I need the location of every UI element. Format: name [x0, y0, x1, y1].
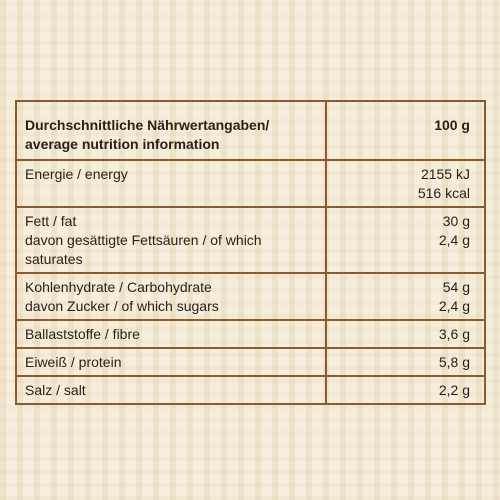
value-cell: 30 g 2,4 g [325, 206, 486, 274]
row-value: 2,4 g [438, 298, 470, 314]
value-cell: 54 g 2,4 g [325, 272, 486, 321]
table-row: Ballaststoffe / fibre 3,6 g [15, 319, 486, 349]
nutrition-table: Durchschnittliche Nährwertangaben/averag… [15, 100, 486, 405]
label-cell: Durchschnittliche Nährwertangaben/averag… [15, 100, 327, 161]
table-row: Kohlenhydrate / Carbohydrate davon Zucker… [15, 272, 486, 321]
label-cell: Energie / energy [15, 159, 327, 208]
label-cell: Ballaststoffe / fibre [15, 319, 327, 349]
row-value: 2,4 g [438, 232, 470, 248]
table-row: Energie / energy 2155 kJ 516 kcal [15, 159, 486, 208]
value-cell: 100 g [325, 100, 486, 161]
row-value: 2,2 g [438, 382, 470, 398]
table-row: Durchschnittliche Nährwertangaben/averag… [15, 100, 486, 161]
row-label: Durchschnittliche Nährwertangaben/ [25, 117, 270, 133]
label-cell: Salz / salt [15, 375, 327, 405]
value-cell: 2155 kJ 516 kcal [325, 159, 486, 208]
row-value: 5,8 g [438, 354, 470, 370]
table-body: Durchschnittliche Nährwertangaben/averag… [15, 100, 486, 405]
row-value: 30 g [442, 213, 470, 229]
label-cell: Eiweiß / protein [15, 347, 327, 377]
value-cell: 3,6 g [325, 319, 486, 349]
table-row: Eiweiß / protein 5,8 g [15, 347, 486, 377]
row-label: Ballaststoffe / fibre [25, 326, 140, 342]
label-cell: Kohlenhydrate / Carbohydrate davon Zucker… [15, 272, 327, 321]
value-cell: 2,2 g [325, 375, 486, 405]
value-cell: 5,8 g [325, 347, 486, 377]
row-label: davon gesättigte Fettsäuren / of which s… [25, 232, 262, 267]
row-label: Fett / fat [25, 213, 77, 229]
row-value: 2155 kJ [420, 166, 470, 182]
row-label: davon Zucker / of which sugars [25, 298, 219, 314]
row-value: 100 g [434, 117, 470, 133]
row-label: average nutrition information [25, 136, 220, 152]
row-label: Kohlenhydrate / Carbohydrate [25, 279, 212, 295]
table-row: Fett / fat davon gesättigte Fettsäuren / … [15, 206, 486, 274]
row-value: 516 kcal [417, 185, 470, 201]
row-label: Energie / energy [25, 166, 128, 182]
row-label: Eiweiß / protein [25, 354, 122, 370]
table-row: Salz / salt 2,2 g [15, 375, 486, 405]
label-cell: Fett / fat davon gesättigte Fettsäuren / … [15, 206, 327, 274]
row-value: 54 g [442, 279, 470, 295]
row-value: 3,6 g [438, 326, 470, 342]
row-label: Salz / salt [25, 382, 86, 398]
